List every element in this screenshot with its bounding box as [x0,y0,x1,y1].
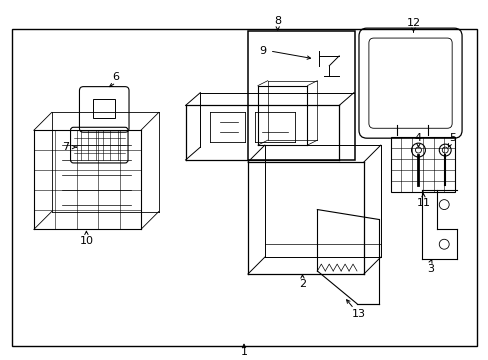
Text: 12: 12 [406,18,420,28]
Text: 10: 10 [79,236,93,246]
Text: 13: 13 [351,309,365,319]
Text: 11: 11 [416,198,429,208]
Text: 6: 6 [112,72,120,82]
Bar [390,137,454,192]
Text: 8: 8 [274,16,281,26]
Bar [93,99,115,118]
Bar [12,29,476,346]
Text: 7: 7 [62,142,69,152]
Bar [247,31,354,160]
Text: 4: 4 [414,133,421,143]
Text: 3: 3 [426,264,433,274]
Text: 9: 9 [259,46,266,56]
Text: 2: 2 [298,279,305,289]
Text: 5: 5 [449,133,456,143]
Text: 1: 1 [240,347,247,357]
